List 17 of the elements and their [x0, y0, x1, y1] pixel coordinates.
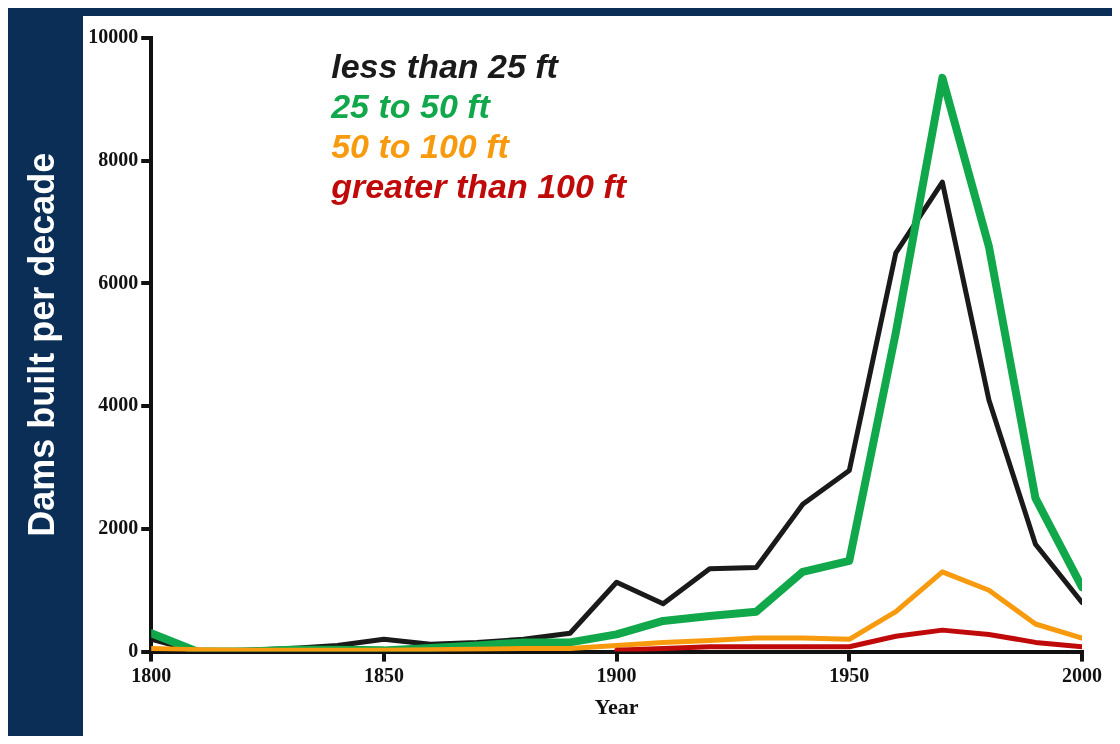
- x-axis-title: Year: [594, 694, 639, 720]
- text: 25 to 50 ft: [330, 87, 492, 126]
- y-tick-label: 10000: [88, 25, 139, 48]
- y-tick-label: 0: [128, 638, 139, 661]
- x-tick-label: 1850: [363, 663, 404, 686]
- text: 50 to 100 ft: [331, 127, 511, 166]
- y-tick-label: 6000: [98, 270, 139, 293]
- y-tick-label: 2000: [98, 516, 139, 539]
- y-tick-label: 4000: [98, 393, 139, 416]
- y-axis-title: Dams built per decade: [20, 152, 62, 537]
- x-tick-label: 1950: [829, 663, 870, 686]
- text: less than 25 ft: [331, 47, 560, 86]
- y-tick-label: 8000: [98, 147, 139, 170]
- x-tick-label: 1800: [131, 663, 172, 686]
- x-tick-label: 2000: [1062, 663, 1102, 686]
- text: greater than 100 ft: [330, 167, 628, 206]
- x-tick-label: 1900: [596, 663, 637, 686]
